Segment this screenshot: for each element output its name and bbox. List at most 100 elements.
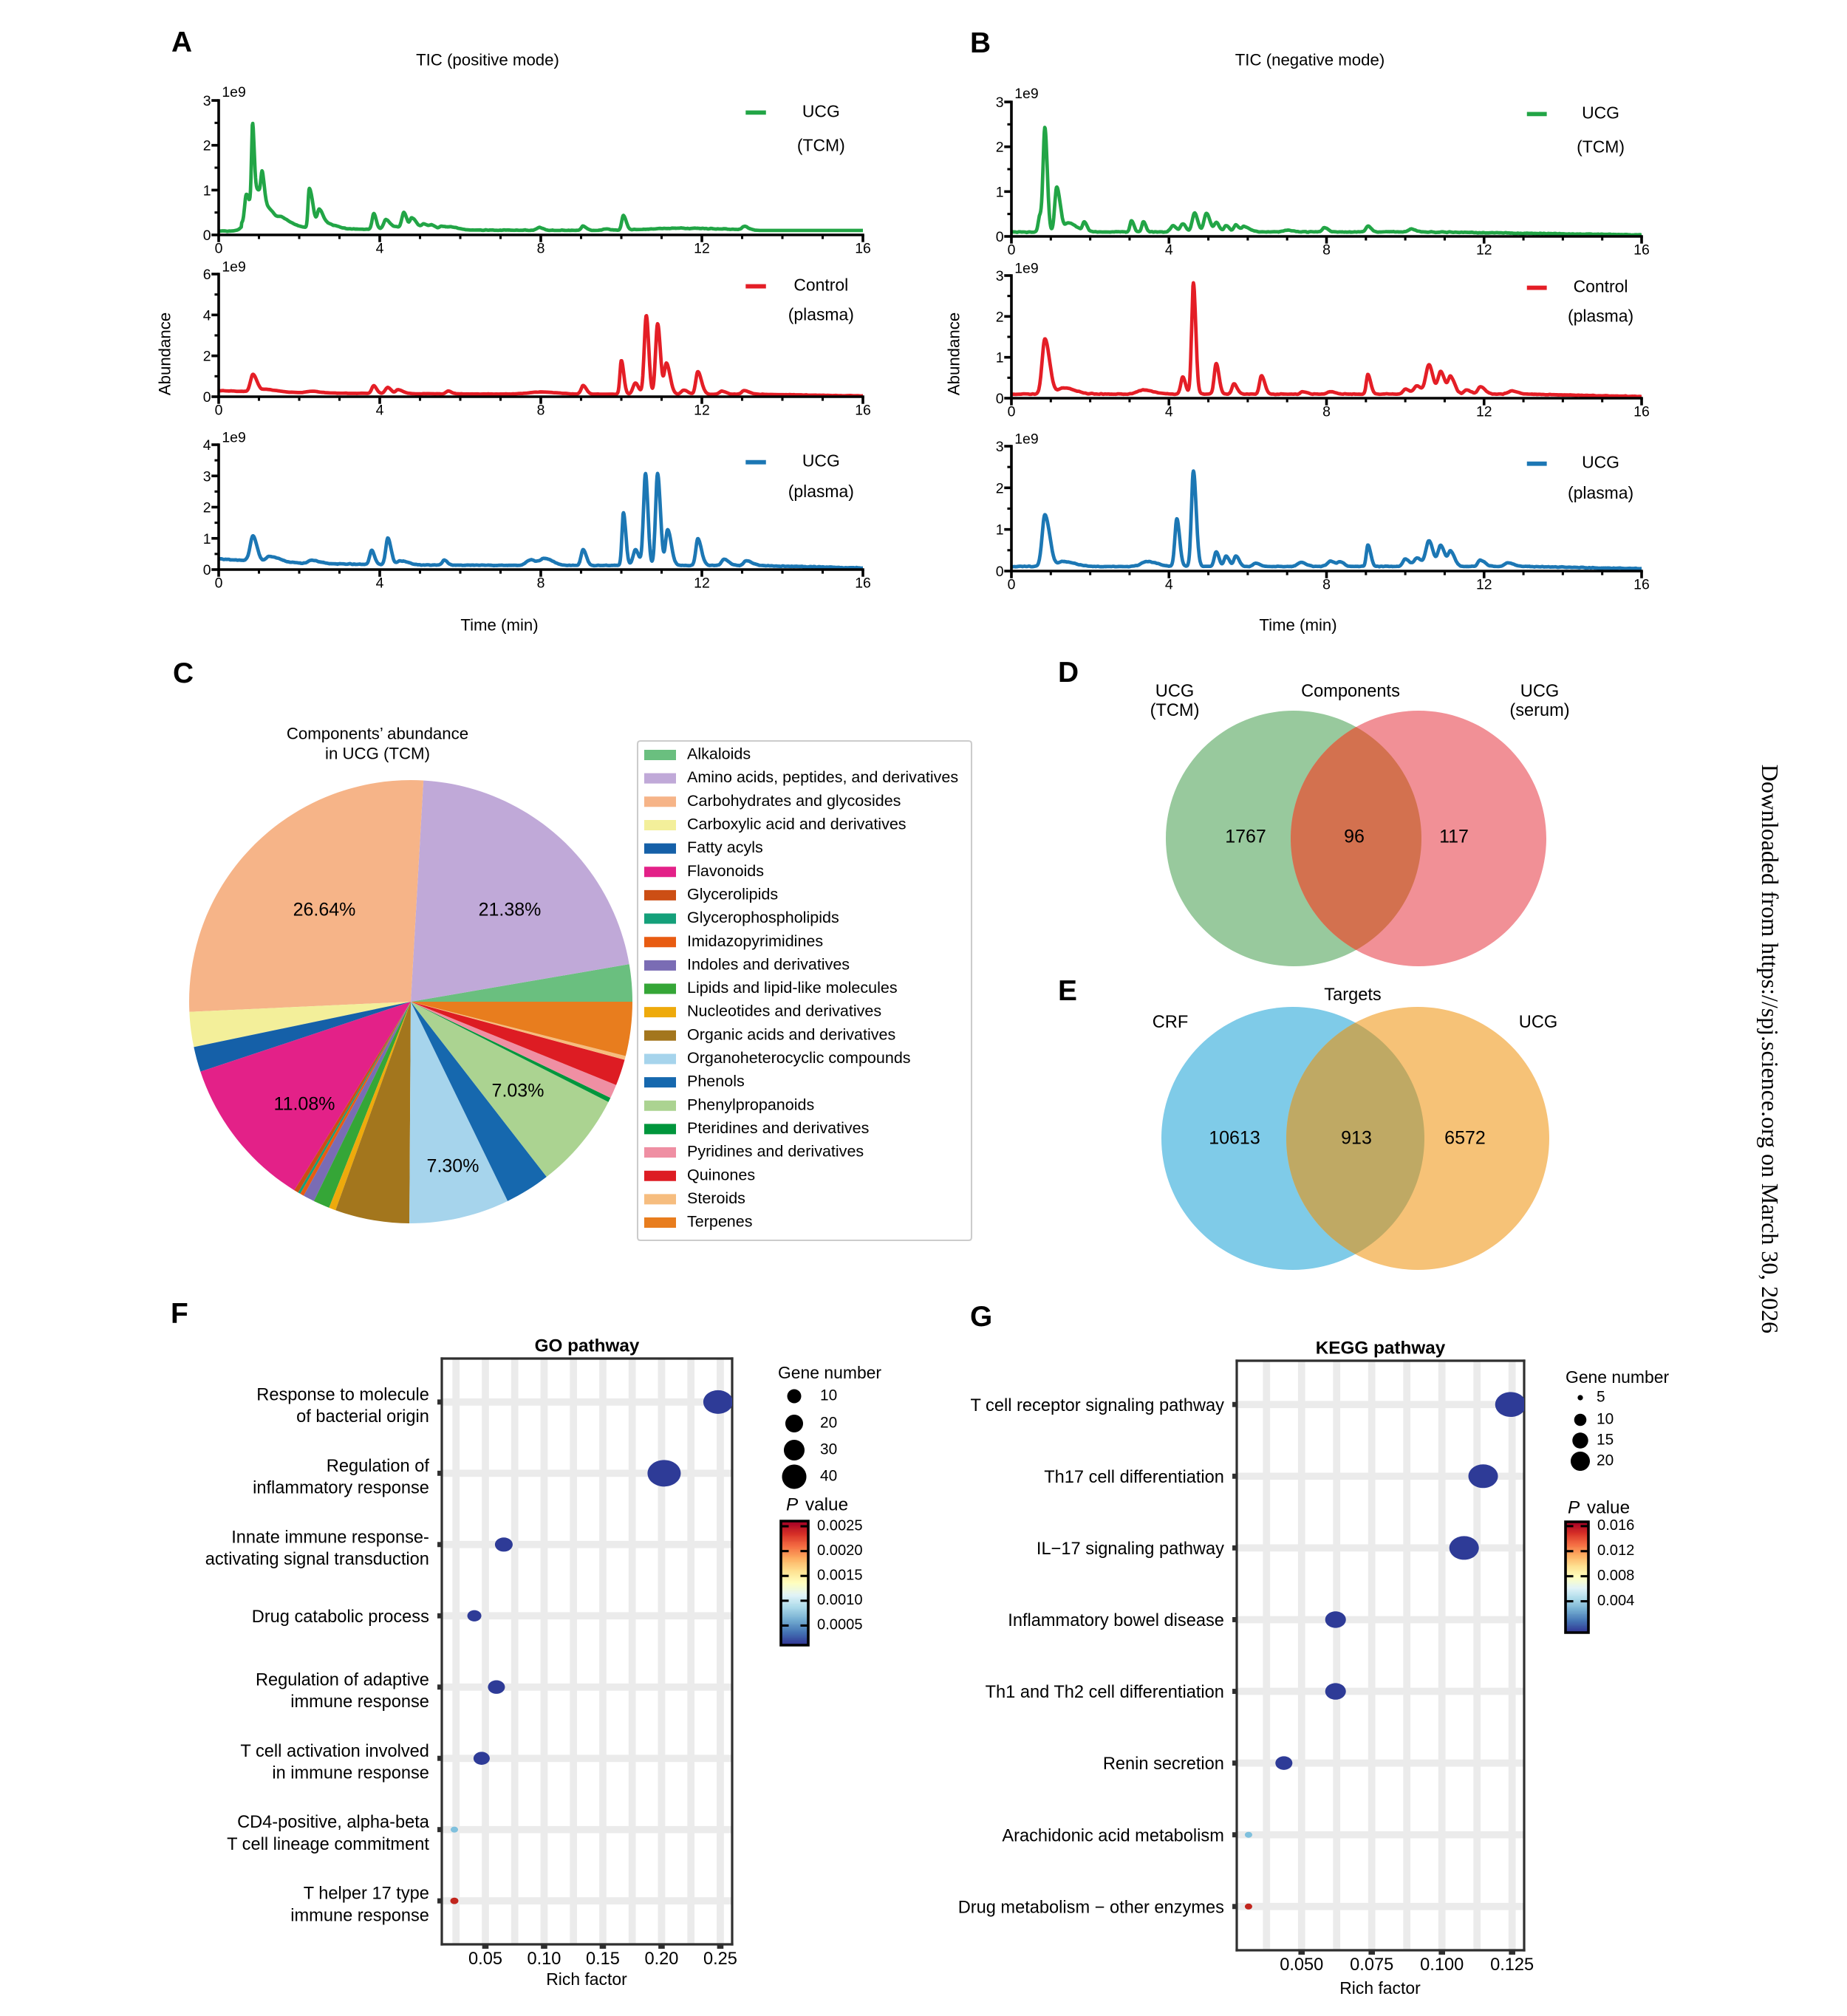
svg-text:0.10: 0.10 <box>527 1950 561 1969</box>
svg-text:0: 0 <box>996 391 1004 407</box>
svg-text:Fatty acyls: Fatty acyls <box>687 838 763 856</box>
svg-text:0.016: 0.016 <box>1597 1517 1634 1534</box>
svg-text:F: F <box>171 1298 188 1330</box>
svg-text:96: 96 <box>1344 826 1365 847</box>
svg-text:8: 8 <box>537 575 545 592</box>
svg-text:Control: Control <box>793 276 848 295</box>
svg-text:Arachidonic acid metabolism: Arachidonic acid metabolism <box>1002 1826 1224 1845</box>
svg-text:Phenols: Phenols <box>687 1073 745 1090</box>
svg-text:20: 20 <box>1597 1452 1614 1469</box>
svg-text:Organoheterocyclic compounds: Organoheterocyclic compounds <box>687 1049 911 1067</box>
svg-text:Steroids: Steroids <box>687 1189 745 1207</box>
svg-text:P: P <box>1568 1497 1580 1517</box>
svg-text:Inflammatory bowel disease: Inflammatory bowel disease <box>1008 1611 1224 1630</box>
svg-text:Drug metabolism − other enzyme: Drug metabolism − other enzymes <box>958 1898 1224 1917</box>
svg-text:Downloaded from https://spj.sc: Downloaded from https://spj.science.org … <box>1757 765 1783 1333</box>
svg-text:P: P <box>786 1494 799 1514</box>
svg-text:3: 3 <box>203 93 211 109</box>
svg-text:1e9: 1e9 <box>1014 261 1038 277</box>
svg-text:immune response: immune response <box>290 1906 429 1925</box>
svg-text:Th17 cell differentiation: Th17 cell differentiation <box>1044 1468 1224 1487</box>
svg-text:4: 4 <box>203 437 211 454</box>
svg-text:3: 3 <box>996 439 1004 455</box>
svg-text:0: 0 <box>996 564 1004 580</box>
svg-text:10613: 10613 <box>1209 1127 1260 1148</box>
svg-text:T cell lineage commitment: T cell lineage commitment <box>227 1835 429 1854</box>
svg-text:Drug catabolic process: Drug catabolic process <box>252 1607 429 1627</box>
svg-text:Flavonoids: Flavonoids <box>687 862 764 880</box>
svg-text:0.05: 0.05 <box>468 1950 502 1969</box>
svg-text:C: C <box>173 657 194 689</box>
svg-text:12: 12 <box>694 575 710 592</box>
svg-text:Response to molecule: Response to molecule <box>256 1385 429 1404</box>
svg-text:0: 0 <box>1008 404 1016 420</box>
svg-text:E: E <box>1058 975 1077 1007</box>
svg-text:0.0020: 0.0020 <box>817 1542 863 1559</box>
svg-text:UCG: UCG <box>802 101 840 120</box>
svg-text:(TCM): (TCM) <box>1150 701 1200 720</box>
svg-text:2: 2 <box>996 480 1004 496</box>
svg-text:(TCM): (TCM) <box>797 136 845 155</box>
svg-text:0: 0 <box>215 575 223 592</box>
svg-text:0: 0 <box>996 229 1004 245</box>
svg-text:Carboxylic acid and derivative: Carboxylic acid and derivatives <box>687 816 907 833</box>
svg-text:Pyridines and derivatives: Pyridines and derivatives <box>687 1143 864 1161</box>
svg-text:activating signal transduction: activating signal transduction <box>205 1550 429 1569</box>
svg-text:1767: 1767 <box>1225 826 1266 847</box>
svg-text:0.004: 0.004 <box>1597 1593 1634 1609</box>
svg-text:Gene number: Gene number <box>778 1363 881 1382</box>
svg-text:1: 1 <box>203 182 211 199</box>
svg-text:Indoles and derivatives: Indoles and derivatives <box>687 955 850 973</box>
svg-text:0: 0 <box>203 562 211 578</box>
svg-text:UCG: UCG <box>1519 1013 1557 1032</box>
svg-text:G: G <box>970 1301 992 1333</box>
svg-text:12: 12 <box>1476 404 1492 420</box>
svg-text:0.0025: 0.0025 <box>817 1517 863 1534</box>
svg-text:0: 0 <box>203 228 211 244</box>
svg-text:UCG: UCG <box>1520 682 1559 701</box>
svg-text:11.08%: 11.08% <box>274 1093 335 1114</box>
svg-text:Components’ abundance: Components’ abundance <box>287 725 468 743</box>
svg-text:T cell receptor signaling path: T cell receptor signaling pathway <box>971 1396 1225 1415</box>
svg-text:1: 1 <box>996 522 1004 539</box>
svg-text:8: 8 <box>537 403 545 419</box>
svg-text:Nucleotides and derivatives: Nucleotides and derivatives <box>687 1002 881 1020</box>
svg-text:Th1 and Th2 cell differentiati: Th1 and Th2 cell differentiation <box>986 1683 1224 1702</box>
svg-text:0: 0 <box>1008 577 1016 593</box>
svg-text:of bacterial origin: of bacterial origin <box>296 1407 429 1426</box>
svg-text:10: 10 <box>1597 1410 1614 1427</box>
svg-text:in UCG (TCM): in UCG (TCM) <box>325 745 430 763</box>
svg-text:Components: Components <box>1301 682 1400 701</box>
svg-text:1: 1 <box>996 350 1004 366</box>
svg-text:Terpenes: Terpenes <box>687 1213 753 1231</box>
svg-text:Imidazopyrimidines: Imidazopyrimidines <box>687 932 823 950</box>
svg-text:8: 8 <box>1322 577 1331 593</box>
svg-text:value: value <box>1587 1497 1630 1517</box>
svg-text:immune response: immune response <box>290 1692 429 1712</box>
svg-text:Abundance: Abundance <box>156 312 174 395</box>
svg-text:21.38%: 21.38% <box>479 899 542 920</box>
svg-text:T cell activation involved: T cell activation involved <box>240 1742 429 1761</box>
svg-text:(serum): (serum) <box>1509 701 1569 720</box>
svg-text:6: 6 <box>203 267 211 283</box>
svg-text:Phenylpropanoids: Phenylpropanoids <box>687 1096 814 1113</box>
svg-text:Rich factor: Rich factor <box>1339 1978 1421 1998</box>
svg-text:0.0010: 0.0010 <box>817 1592 863 1608</box>
svg-text:in immune response: in immune response <box>272 1763 429 1783</box>
svg-text:4: 4 <box>203 307 211 324</box>
svg-text:16: 16 <box>1633 404 1650 420</box>
svg-text:inflammatory response: inflammatory response <box>253 1479 429 1498</box>
svg-text:30: 30 <box>820 1441 837 1458</box>
svg-text:7.30%: 7.30% <box>427 1155 479 1176</box>
svg-text:0.012: 0.012 <box>1597 1542 1634 1559</box>
svg-text:UCG: UCG <box>802 451 840 471</box>
svg-text:3: 3 <box>203 468 211 485</box>
svg-text:7.03%: 7.03% <box>492 1080 544 1101</box>
svg-text:40: 40 <box>820 1467 837 1484</box>
svg-text:10: 10 <box>820 1387 837 1404</box>
svg-text:CD4-positive, alpha-beta: CD4-positive, alpha-beta <box>237 1813 430 1832</box>
svg-text:4: 4 <box>1165 404 1173 420</box>
svg-text:T helper 17 type: T helper 17 type <box>304 1885 429 1904</box>
svg-text:(plasma): (plasma) <box>1568 306 1633 325</box>
svg-text:D: D <box>1058 657 1079 688</box>
